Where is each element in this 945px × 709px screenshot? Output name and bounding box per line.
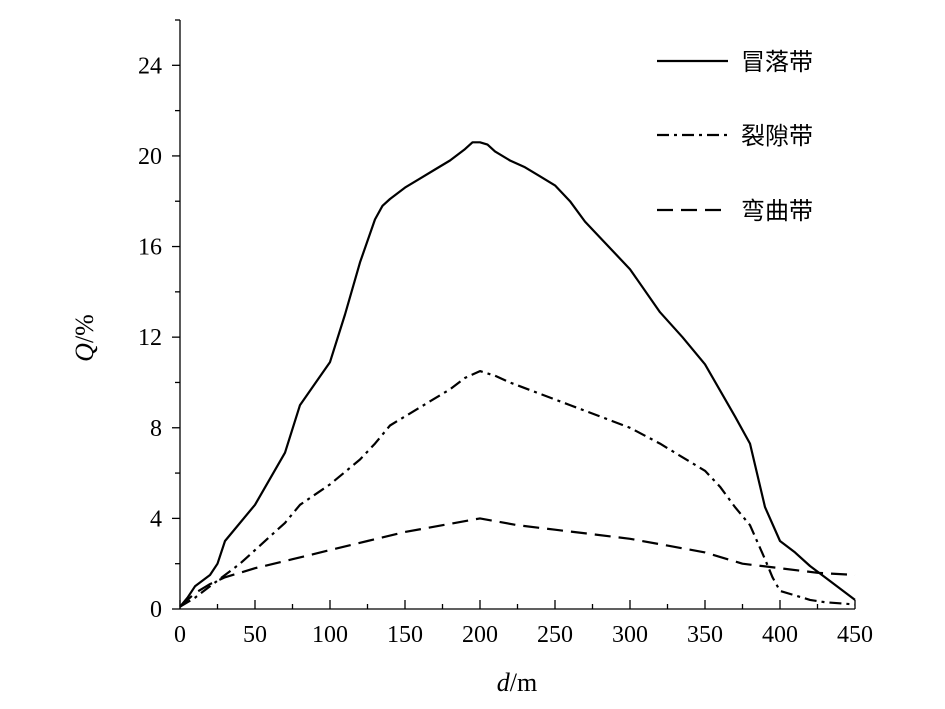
y-tick-label: 20	[138, 144, 162, 170]
legend-label-2: 裂隙带	[741, 122, 813, 150]
series-line-2	[179, 370, 856, 608]
x-tick-label: 100	[312, 622, 348, 648]
x-axis-unit: /m	[510, 668, 537, 697]
axes	[179, 20, 855, 610]
y-tick-label: 4	[150, 506, 162, 532]
y-tick-label: 16	[138, 235, 162, 261]
tick-labels: 0 50 100 150 200 250 300 350 400 450 0 4 8 12 16 20 24	[138, 53, 873, 648]
x-axis-variable: d	[497, 668, 511, 697]
y-axis-variable: Q	[70, 343, 99, 362]
series-lines	[179, 141, 856, 608]
y-axis-unit: /%	[70, 314, 99, 343]
x-tick-label: 300	[612, 622, 648, 648]
x-tick-label: 400	[762, 622, 798, 648]
x-axis-label: d/m	[497, 668, 537, 697]
x-tick-label: 350	[687, 622, 723, 648]
y-tick-label: 24	[138, 53, 162, 79]
y-tick-label: 0	[150, 597, 162, 623]
x-tick-label: 0	[174, 622, 186, 648]
x-tick-label: 200	[462, 622, 498, 648]
tick-marks	[172, 19, 856, 610]
x-tick-label: 250	[537, 622, 573, 648]
series-line-3	[179, 517, 856, 608]
legend-label-3: 弯曲带	[741, 197, 813, 225]
y-axis-label: Q/%	[70, 314, 99, 362]
y-tick-label: 8	[150, 416, 162, 442]
x-tick-label: 50	[243, 622, 267, 648]
y-tick-label: 12	[138, 325, 162, 351]
legend-label-1: 冒落带	[741, 48, 813, 76]
x-tick-label: 150	[387, 622, 423, 648]
x-tick-label: 450	[837, 622, 873, 648]
series-line-1	[179, 141, 856, 608]
